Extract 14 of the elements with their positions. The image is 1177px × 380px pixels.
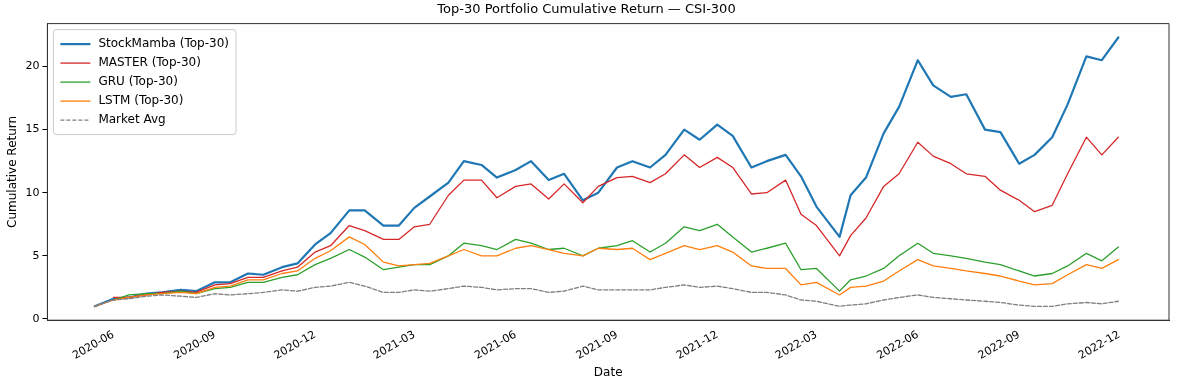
y-tick-label: 5 [32, 248, 40, 262]
y-tick-label: 15 [25, 122, 40, 136]
y-axis-title: Cumulative Return [5, 115, 20, 228]
legend-label: StockMamba (Top-30) [98, 36, 230, 51]
y-tick-label: 10 [25, 185, 40, 199]
x-axis-title: Date [593, 364, 623, 379]
legend-label: LSTM (Top-30) [98, 93, 184, 108]
line-series [94, 281, 1119, 307]
legend-label: MASTER (Top-30) [98, 55, 201, 70]
y-tick-label: 20 [25, 59, 40, 73]
chart-title: Top-30 Portfolio Cumulative Return — CSI-300 [436, 1, 736, 17]
legend-label: Market Avg [98, 112, 166, 127]
legend-label: GRU (Top-30) [98, 74, 178, 89]
y-tick-label: 0 [32, 311, 40, 325]
